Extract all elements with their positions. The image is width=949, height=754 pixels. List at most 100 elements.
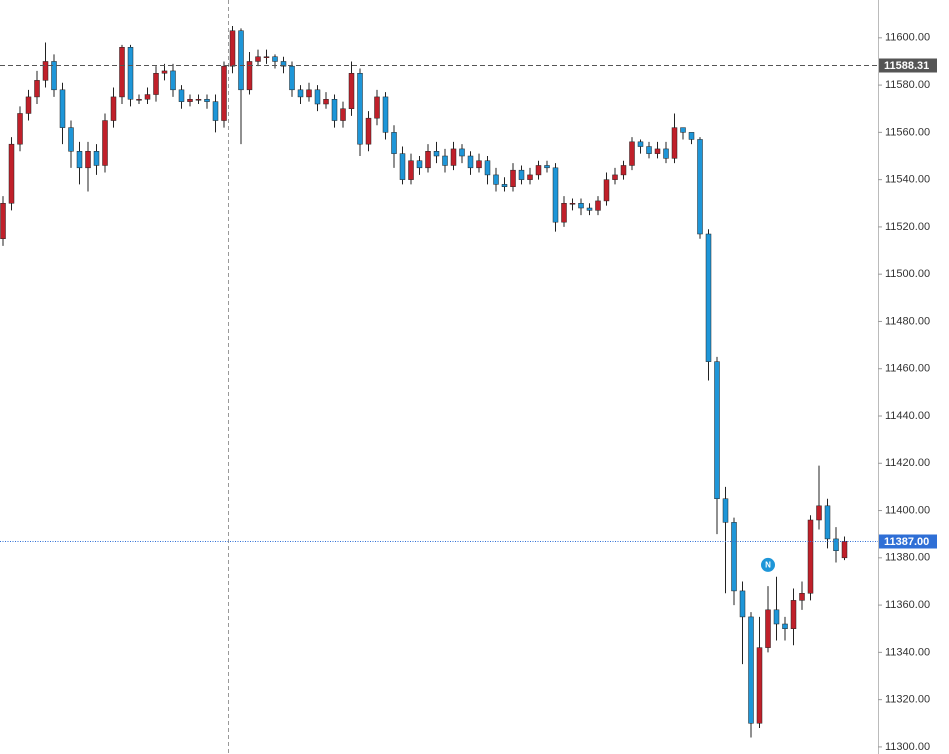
- candle-body: [331, 99, 338, 121]
- candle-body: [450, 148, 457, 166]
- y-tick-label: 11600.00: [885, 32, 930, 44]
- candle-body: [654, 148, 661, 154]
- y-tick-label: 11320.00: [885, 694, 930, 706]
- candle-body: [85, 151, 91, 169]
- candle-body: [595, 200, 601, 211]
- candle-body: [459, 148, 465, 157]
- price-box: [879, 58, 937, 73]
- candle-body: [807, 519, 814, 594]
- y-tick-label: 11480.00: [885, 315, 930, 327]
- candle-body: [833, 538, 839, 551]
- candle-body: [34, 80, 40, 98]
- candle-body: [824, 505, 831, 540]
- y-tick-label: 11540.00: [885, 174, 930, 186]
- candle-body: [841, 541, 848, 559]
- candle-body: [229, 30, 236, 67]
- candle-body: [790, 600, 797, 629]
- candle-body: [552, 167, 559, 223]
- candle-body: [246, 61, 253, 91]
- candle-body: [578, 203, 584, 209]
- news-marker: [761, 557, 775, 572]
- candle-body: [586, 207, 593, 211]
- candle-body: [221, 65, 227, 121]
- candle-body: [289, 65, 295, 91]
- candle-body: [476, 160, 482, 169]
- candle-body: [612, 174, 618, 180]
- candle-body: [442, 155, 448, 166]
- candle-body: [433, 151, 440, 157]
- candle-body: [603, 179, 610, 202]
- candle-body: [425, 151, 431, 169]
- candle-body: [680, 127, 686, 133]
- candle-body: [365, 117, 372, 145]
- candle-body: [238, 30, 244, 91]
- candle-body: [518, 169, 525, 180]
- candle-body: [212, 101, 219, 121]
- candle-body: [782, 623, 788, 629]
- y-tick-label: 11340.00: [885, 646, 930, 658]
- candle-body: [408, 160, 414, 180]
- candle-body: [688, 132, 695, 140]
- candle-body: [535, 165, 542, 176]
- candle-body: [119, 47, 125, 98]
- candle-body: [102, 120, 108, 166]
- candle-body: [136, 99, 142, 101]
- candle-body: [510, 169, 516, 187]
- candle-body: [773, 609, 780, 625]
- candle-body: [0, 203, 6, 239]
- candle-body: [544, 165, 550, 169]
- candle-body: [756, 647, 763, 724]
- candle-body: [493, 174, 499, 185]
- candle-body: [263, 56, 270, 58]
- price-label: 11588.31: [884, 60, 929, 72]
- y-tick-label: 11500.00: [885, 268, 930, 280]
- candle-body: [705, 233, 712, 362]
- y-tick-label: 11580.00: [885, 79, 930, 91]
- candle-body: [17, 113, 23, 145]
- y-tick-label: 11380.00: [885, 552, 930, 564]
- candle-body: [416, 160, 423, 169]
- candle-body: [127, 47, 134, 100]
- candle-body: [340, 108, 346, 121]
- candle-body: [297, 89, 304, 98]
- candle-body: [204, 99, 210, 102]
- candle-body: [323, 99, 329, 105]
- candle-body: [663, 148, 669, 159]
- candle-body: [722, 498, 729, 523]
- candle-body: [272, 56, 278, 62]
- candle-body: [178, 89, 185, 102]
- candle-body: [382, 96, 389, 133]
- y-tick-label: 11360.00: [885, 599, 930, 611]
- candle-body: [731, 522, 737, 592]
- candle-body: [68, 127, 74, 152]
- candle-body: [306, 89, 312, 98]
- candle-body: [25, 96, 32, 114]
- candle-body: [714, 361, 720, 499]
- y-tick-label: 11400.00: [885, 504, 930, 516]
- price-label: 11387.00: [884, 536, 929, 548]
- candle-body: [374, 96, 380, 119]
- candle-body: [391, 132, 397, 154]
- candle-body: [816, 505, 822, 521]
- candle-body: [280, 61, 287, 67]
- news-marker-label: N: [765, 561, 771, 570]
- candle-body: [255, 56, 261, 62]
- candle-body: [561, 203, 567, 223]
- candle-body: [671, 127, 678, 159]
- y-tick-label: 11420.00: [885, 457, 930, 469]
- candle-body: [569, 203, 576, 205]
- candle-body: [93, 151, 100, 166]
- candle-body: [697, 139, 703, 235]
- candle-body: [170, 70, 176, 91]
- candle-body: [187, 99, 193, 102]
- candle-body: [646, 146, 652, 154]
- candle-body: [195, 99, 202, 101]
- candle-body: [484, 160, 491, 176]
- candle-body: [76, 151, 83, 169]
- candle-body: [144, 94, 151, 100]
- candle-body: [620, 165, 627, 176]
- candle-body: [59, 89, 66, 128]
